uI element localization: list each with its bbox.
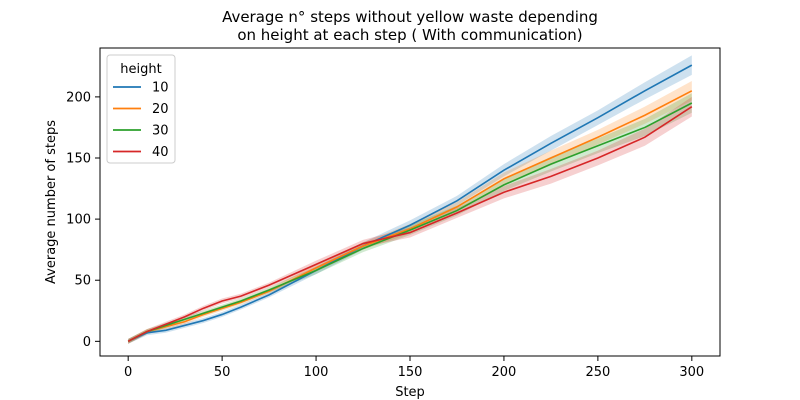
legend-label-20: 20 [152,102,169,117]
series-band-10 [128,55,692,344]
series-line-30 [127,102,693,343]
plot-frame [99,47,721,357]
x-tick-label: 0 [124,365,132,380]
legend-title: height [120,62,161,77]
legend: height 10 20 30 40 [106,54,176,164]
x-tick-label: 100 [304,365,329,380]
y-tick-label: 200 [66,90,91,105]
series-line-20 [127,90,693,343]
legend-items: 10 20 30 40 [113,81,169,160]
series-lines [127,64,693,343]
x-axis-label: Step [395,385,425,400]
x-axis-ticks: 0 50 100 150 200 250 300 [124,356,704,380]
x-tick-label: 150 [398,365,423,380]
x-tick-label: 200 [492,365,517,380]
legend-label-30: 30 [152,124,169,139]
y-tick-label: 100 [66,213,91,228]
y-tick-label: 0 [83,335,91,350]
y-tick-label: 50 [74,274,91,289]
x-tick-label: 300 [679,365,704,380]
y-axis-label: Average number of steps [44,120,59,284]
y-tick-label: 150 [66,152,91,167]
y-axis-ticks: 0 50 100 150 200 [66,90,100,350]
x-tick-label: 250 [585,365,610,380]
x-tick-label: 50 [214,365,231,380]
chart-title-line2: on height at each step ( With communicat… [237,26,582,44]
legend-label-40: 40 [152,145,169,160]
chart-title-line1: Average n° steps without yellow waste de… [222,8,598,26]
confidence-bands [128,55,692,344]
series-line-40 [127,105,693,343]
legend-label-10: 10 [152,81,169,96]
